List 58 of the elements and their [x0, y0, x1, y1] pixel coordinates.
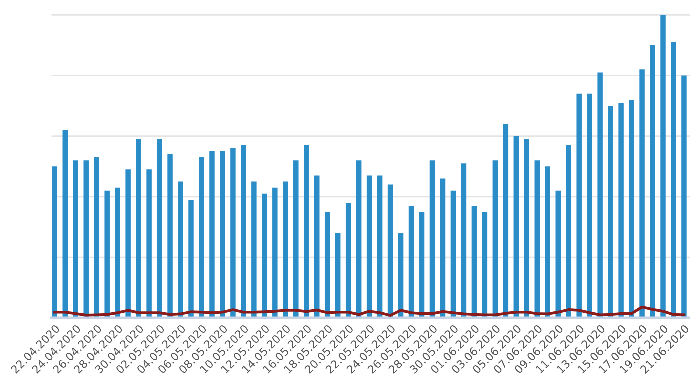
- bar: [73, 160, 78, 318]
- bar: [366, 176, 372, 318]
- bar: [545, 166, 550, 318]
- bar: [598, 72, 603, 318]
- bar: [157, 139, 162, 318]
- bar: [62, 130, 68, 318]
- bar: [388, 184, 394, 318]
- bar: [503, 124, 509, 318]
- bar: [461, 164, 467, 318]
- bar: [220, 151, 226, 318]
- bar: [104, 190, 110, 318]
- bar: [450, 190, 456, 318]
- bar: [335, 233, 341, 318]
- bar: [430, 160, 436, 318]
- bar: [199, 158, 204, 318]
- bar: [524, 139, 530, 318]
- bar: [252, 182, 257, 318]
- bar: [356, 160, 362, 318]
- bar: [556, 190, 561, 318]
- bar: [230, 148, 236, 318]
- bar: [377, 176, 383, 318]
- bar: [640, 70, 645, 318]
- bar: [472, 206, 478, 318]
- bar: [126, 170, 131, 318]
- bar: [178, 182, 184, 318]
- bar: [534, 160, 540, 318]
- bar: [188, 200, 194, 318]
- bar: [210, 151, 215, 318]
- bar: [324, 212, 330, 318]
- bar: [618, 103, 624, 318]
- bar: [52, 166, 58, 318]
- bar: [514, 136, 520, 318]
- bar: [608, 106, 614, 318]
- bar: [398, 233, 404, 318]
- bar: [272, 188, 278, 318]
- bar: [576, 94, 582, 318]
- bar: [566, 145, 572, 318]
- bar: [440, 178, 446, 318]
- bar: [587, 94, 592, 318]
- bar: [419, 212, 425, 318]
- bar: [146, 170, 152, 318]
- bar: [408, 206, 414, 318]
- bar: [294, 160, 299, 318]
- bar: [314, 176, 320, 318]
- bar: [492, 160, 498, 318]
- bar: [241, 145, 246, 318]
- bar: [660, 15, 666, 318]
- bar: [346, 202, 352, 318]
- bar: [136, 139, 142, 318]
- bar: [650, 45, 656, 318]
- bar: [304, 145, 310, 318]
- bar: [168, 154, 173, 318]
- bar: [115, 188, 120, 318]
- bar: [682, 76, 687, 318]
- bar: [629, 100, 634, 318]
- bar: [283, 182, 288, 318]
- bar: [262, 194, 268, 318]
- bar: [671, 42, 676, 318]
